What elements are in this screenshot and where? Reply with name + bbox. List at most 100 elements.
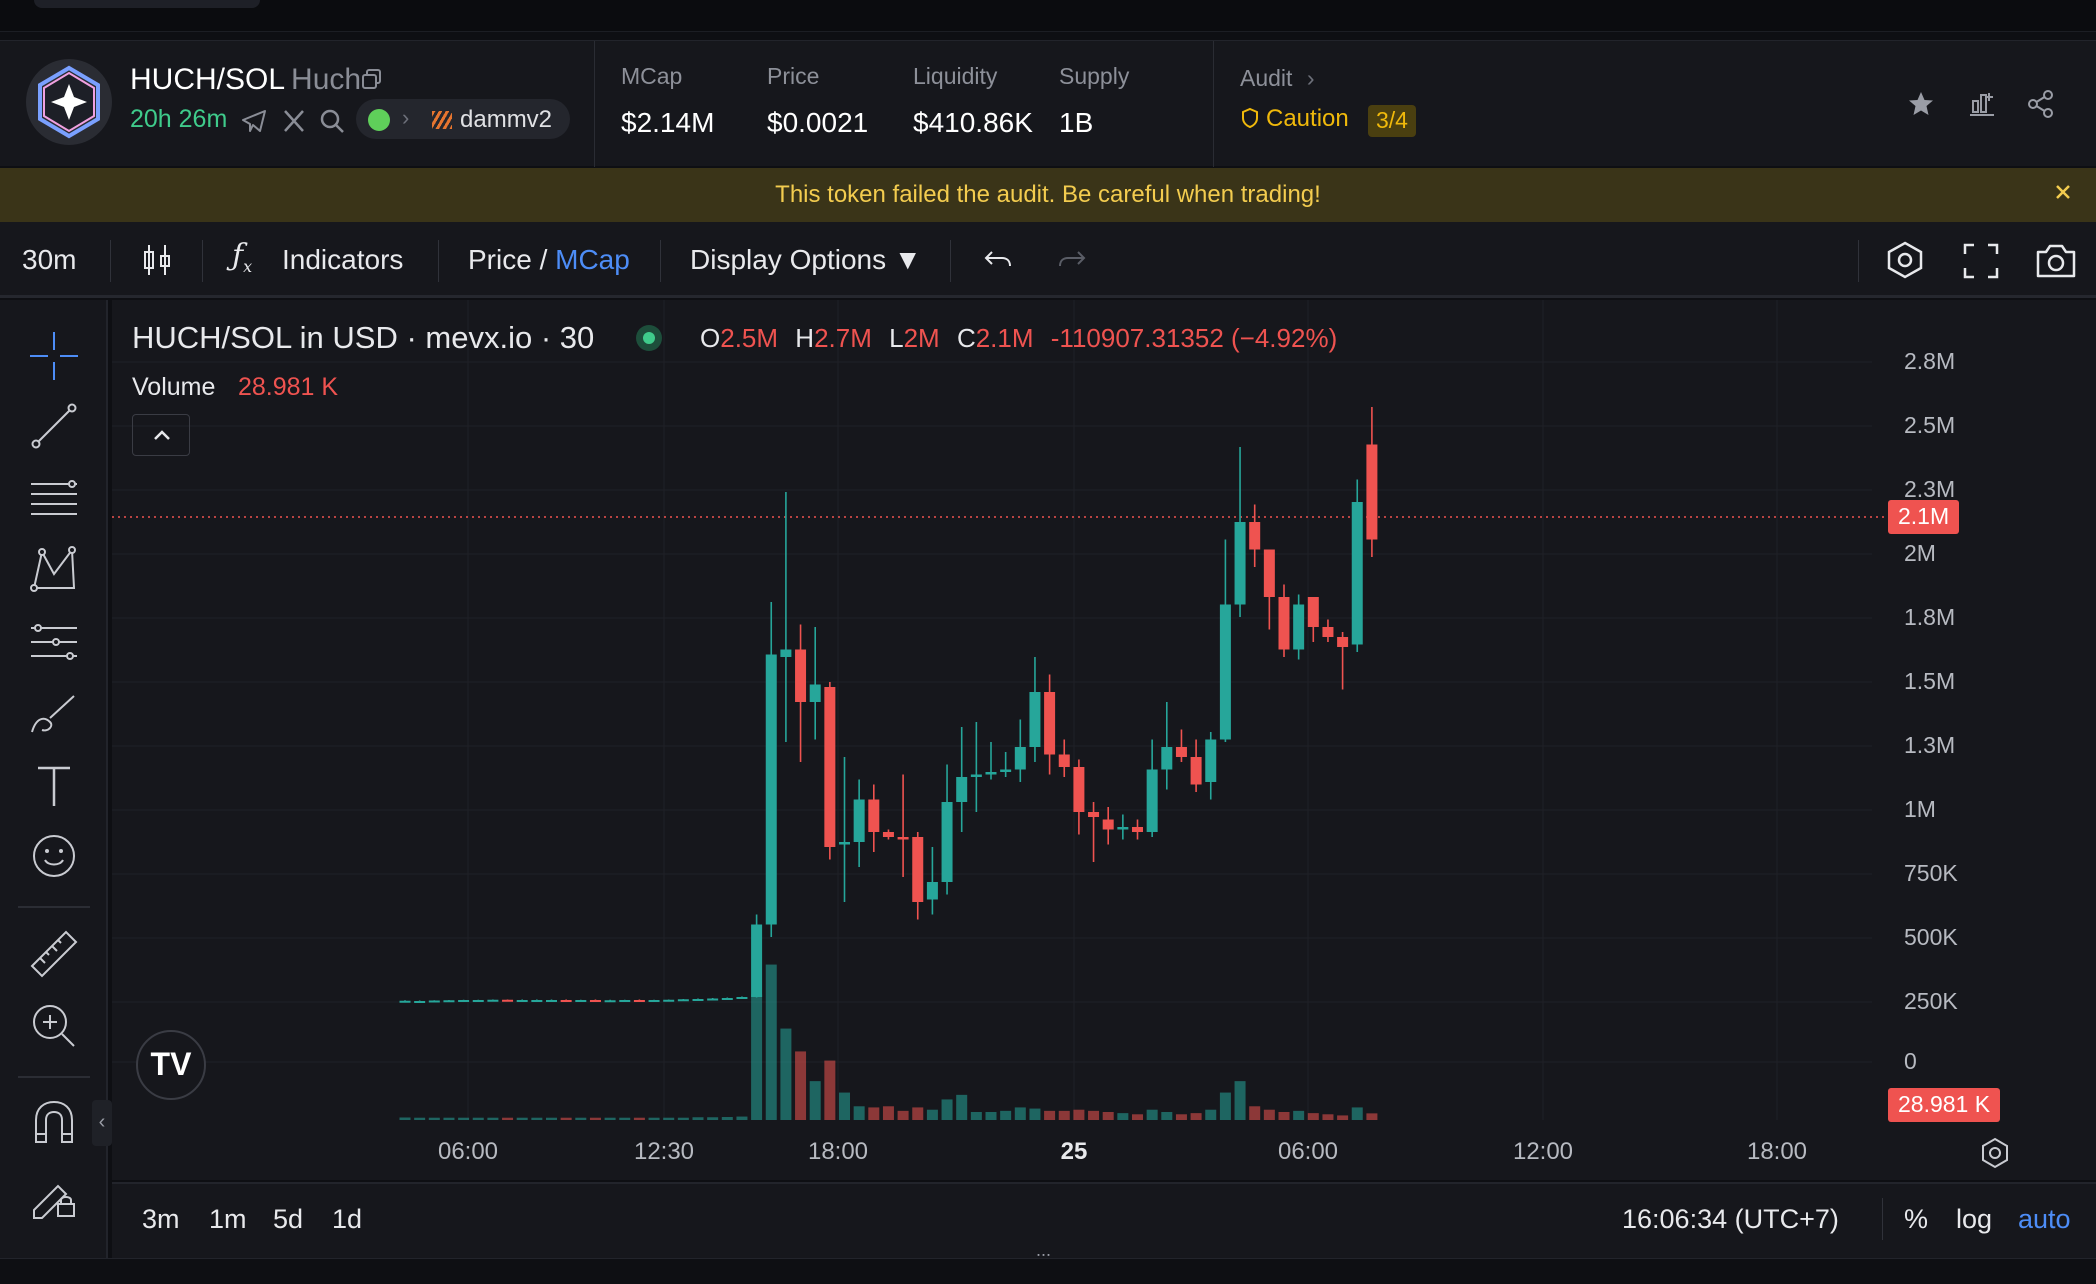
candle-body: [912, 837, 924, 902]
volume-bar: [604, 1117, 616, 1120]
price-mcap-slash: /: [531, 244, 556, 275]
bottom-tabs-strip: [0, 1258, 2096, 1284]
lock-drawings-icon[interactable]: [28, 1170, 80, 1227]
volume-bar: [458, 1117, 470, 1120]
search-icon[interactable]: [318, 107, 346, 140]
volume-bar: [1190, 1113, 1202, 1120]
fib-retracement-icon[interactable]: [28, 616, 80, 673]
header-divider: [1213, 41, 1214, 167]
candle-body: [707, 998, 719, 1001]
crosshair-icon[interactable]: [28, 330, 80, 387]
candle-type-icon[interactable]: [140, 242, 174, 283]
bottom-divider: [1882, 1198, 1883, 1240]
tradingview-logo[interactable]: TV: [136, 1030, 206, 1100]
auto-scale-toggle[interactable]: auto: [2018, 1204, 2071, 1234]
brush-icon[interactable]: [28, 688, 80, 745]
x-twitter-icon[interactable]: [280, 107, 308, 140]
pattern-tool-icon[interactable]: [28, 544, 80, 601]
volume-bar: [721, 1117, 733, 1120]
telegram-icon[interactable]: [240, 107, 268, 140]
indicators-label[interactable]: Indicators: [282, 244, 404, 275]
candle-body: [1307, 597, 1319, 627]
candle-body: [443, 1000, 455, 1003]
ruler-icon[interactable]: [28, 928, 80, 985]
candle-body: [1234, 522, 1246, 605]
candle-body: [414, 1001, 426, 1003]
top-strip: [0, 0, 2096, 32]
copy-icon[interactable]: [360, 67, 384, 96]
audit-status: Caution: [1240, 105, 1349, 133]
candle-body: [795, 649, 807, 702]
range-1d-button[interactable]: 1d: [332, 1204, 363, 1234]
share-icon[interactable]: [2026, 89, 2056, 124]
volume-bar: [765, 964, 777, 1120]
y-tick-label: 1M: [1904, 796, 1936, 822]
collapse-toolbar-chevron-icon[interactable]: ‹: [92, 1100, 112, 1146]
candle-body: [692, 999, 704, 1001]
toolbar-divider: [110, 240, 111, 282]
horizontal-lines-icon[interactable]: [28, 470, 80, 527]
price-option[interactable]: Price: [468, 244, 532, 275]
current-volume-tag: 28.981 K: [1888, 1088, 2001, 1122]
candle-body: [956, 777, 968, 802]
volume-bar: [1278, 1112, 1290, 1120]
candle-body: [472, 1000, 484, 1002]
candle-body: [619, 1000, 631, 1002]
volume-bar: [868, 1107, 880, 1120]
zoom-in-icon[interactable]: [28, 1000, 80, 1057]
collapse-legend-button[interactable]: [132, 414, 190, 456]
volume-bar: [1293, 1110, 1305, 1120]
chart-svg[interactable]: [112, 300, 2096, 1180]
mcap-option[interactable]: MCap: [555, 244, 630, 275]
drawing-toolbar: [0, 300, 108, 1258]
volume-bar: [619, 1117, 631, 1120]
candle-body: [1263, 549, 1275, 597]
candle-body: [458, 1000, 470, 1002]
audit-label: Audit: [1240, 65, 1293, 91]
favorite-star-icon[interactable]: [1906, 89, 1936, 124]
price-mcap-toggle[interactable]: Price / MCap: [468, 244, 630, 276]
audit-link[interactable]: Audit ›: [1240, 65, 1315, 92]
trend-line-icon[interactable]: [28, 400, 80, 457]
stat-mcap-label: MCap: [621, 63, 683, 89]
volume-bar: [414, 1117, 426, 1120]
audit-status-label: Caution: [1266, 105, 1349, 132]
chevron-up-icon: [154, 430, 170, 440]
candle-body: [633, 1000, 645, 1002]
candle-body: [839, 842, 850, 845]
volume-bar: [1029, 1108, 1041, 1120]
redo-icon[interactable]: [1056, 246, 1088, 279]
fullscreen-icon[interactable]: [1962, 242, 2000, 285]
range-5d-button[interactable]: 5d: [273, 1204, 304, 1234]
emoji-icon[interactable]: [28, 830, 80, 887]
log-scale-toggle[interactable]: log: [1956, 1204, 1993, 1234]
timezone-clock[interactable]: 16:06:34 (UTC+7): [1622, 1204, 1839, 1234]
time-axis-settings-icon[interactable]: [1978, 1136, 2012, 1175]
candle-body: [677, 999, 689, 1002]
volume-bar: [1014, 1107, 1026, 1120]
display-options-dropdown[interactable]: Display Options ▼: [690, 244, 922, 275]
range-1m-button[interactable]: 1m: [209, 1204, 247, 1234]
function-icon: ƒx: [232, 238, 253, 276]
indicators-button[interactable]: ƒx: [232, 238, 252, 276]
dex-pill[interactable]: › dammv2: [356, 99, 570, 139]
percent-scale-toggle[interactable]: %: [1904, 1204, 1929, 1234]
candle-body: [1102, 819, 1114, 830]
text-tool-icon[interactable]: [28, 760, 80, 817]
chart-settings-icon[interactable]: [1884, 240, 1926, 285]
price-chart[interactable]: [112, 300, 2096, 1180]
screenshot-camera-icon[interactable]: [2034, 242, 2078, 285]
close-icon[interactable]: [2052, 181, 2074, 208]
candle-body: [428, 1000, 440, 1003]
undo-icon[interactable]: [982, 246, 1014, 279]
interval-selector[interactable]: 30m: [22, 244, 77, 275]
chart-compare-icon[interactable]: [1966, 89, 1998, 124]
candle-body: [824, 687, 836, 847]
candle-body: [1073, 767, 1085, 812]
shield-icon: [1242, 107, 1258, 129]
magnet-icon[interactable]: [28, 1096, 80, 1153]
range-3m-button[interactable]: 3m: [142, 1204, 180, 1234]
volume-bar: [956, 1094, 968, 1120]
volume-bar: [707, 1117, 719, 1120]
y-tick-label: 0: [1904, 1048, 1917, 1074]
